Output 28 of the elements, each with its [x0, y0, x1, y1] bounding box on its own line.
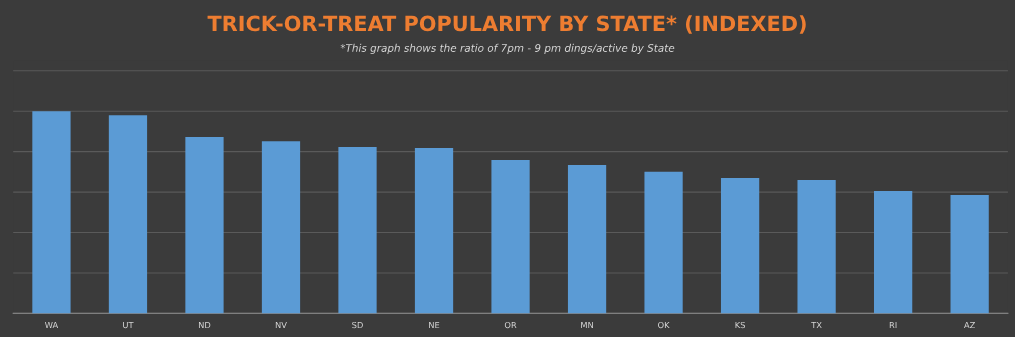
bar [720, 177, 760, 314]
x-tick-label: NV [275, 322, 287, 329]
x-tick-label: TX [811, 322, 822, 329]
x-tick-label: RI [889, 322, 897, 329]
bar [185, 137, 224, 314]
x-tick-label: KS [735, 321, 745, 329]
x-tick-label: WA [44, 322, 59, 329]
bar [873, 190, 913, 314]
x-tick-label: OK [658, 321, 670, 329]
x-tick-label: NE [429, 322, 440, 329]
x-tick-label: ND [198, 322, 211, 329]
x-tick-label: SD [352, 321, 363, 329]
x-tick-label: OR [504, 321, 517, 329]
bar [644, 171, 683, 314]
chart-subtitle: *This graph shows the ratio of 7pm - 9 pm dings/active by State [340, 43, 675, 54]
x-tick-label: UT [123, 322, 134, 329]
bar [950, 194, 989, 314]
bar [32, 111, 71, 314]
bar [414, 148, 454, 314]
bar [491, 159, 530, 314]
x-tick-label: MN [581, 322, 593, 329]
bar [338, 147, 377, 314]
bar [108, 115, 148, 314]
bar [261, 141, 301, 314]
chart-title: TRICK-OR-TREAT POPULARITY BY STATE* (INDEXED) [207, 15, 806, 34]
x-tick-label: AZ [964, 322, 975, 329]
bar [797, 179, 836, 314]
bar [567, 165, 607, 314]
